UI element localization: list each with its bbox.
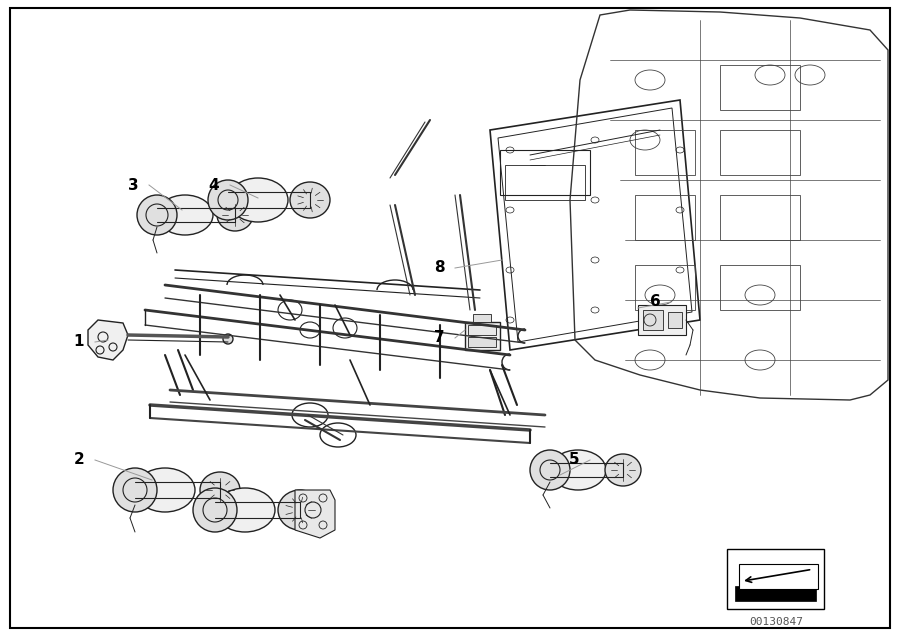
Bar <box>468 325 496 335</box>
Text: 00130847: 00130847 <box>749 618 803 627</box>
Text: 2: 2 <box>74 452 85 467</box>
Ellipse shape <box>290 182 330 218</box>
Bar <box>635 130 695 175</box>
Bar <box>465 322 500 350</box>
Bar <box>473 314 491 322</box>
Bar <box>720 65 800 110</box>
Ellipse shape <box>605 454 641 486</box>
Bar <box>720 265 800 310</box>
Ellipse shape <box>200 472 240 508</box>
Ellipse shape <box>193 488 237 532</box>
Ellipse shape <box>157 195 213 235</box>
Polygon shape <box>88 320 128 360</box>
Text: 1: 1 <box>74 335 85 350</box>
Polygon shape <box>739 563 818 589</box>
Ellipse shape <box>135 468 195 512</box>
Bar <box>635 265 695 310</box>
Bar <box>638 305 686 335</box>
Bar <box>720 195 800 240</box>
Bar <box>468 337 496 347</box>
Ellipse shape <box>228 178 288 222</box>
Polygon shape <box>295 490 335 538</box>
Polygon shape <box>735 586 816 601</box>
Text: 4: 4 <box>209 177 220 193</box>
Ellipse shape <box>550 450 606 490</box>
Text: 5: 5 <box>569 452 580 467</box>
Ellipse shape <box>137 195 177 235</box>
Bar <box>643 310 663 330</box>
Ellipse shape <box>208 180 248 220</box>
Text: 8: 8 <box>434 261 445 275</box>
Text: 3: 3 <box>128 177 139 193</box>
Text: 7: 7 <box>434 331 445 345</box>
Text: 6: 6 <box>650 294 661 310</box>
Ellipse shape <box>217 199 253 231</box>
Bar <box>500 150 590 195</box>
Ellipse shape <box>223 334 233 344</box>
Ellipse shape <box>530 450 570 490</box>
Ellipse shape <box>215 488 275 532</box>
Bar <box>668 312 682 328</box>
Ellipse shape <box>113 468 157 512</box>
Bar <box>720 130 800 175</box>
Bar <box>505 165 585 200</box>
Bar <box>727 549 824 609</box>
Bar <box>635 195 695 240</box>
Ellipse shape <box>278 490 322 530</box>
